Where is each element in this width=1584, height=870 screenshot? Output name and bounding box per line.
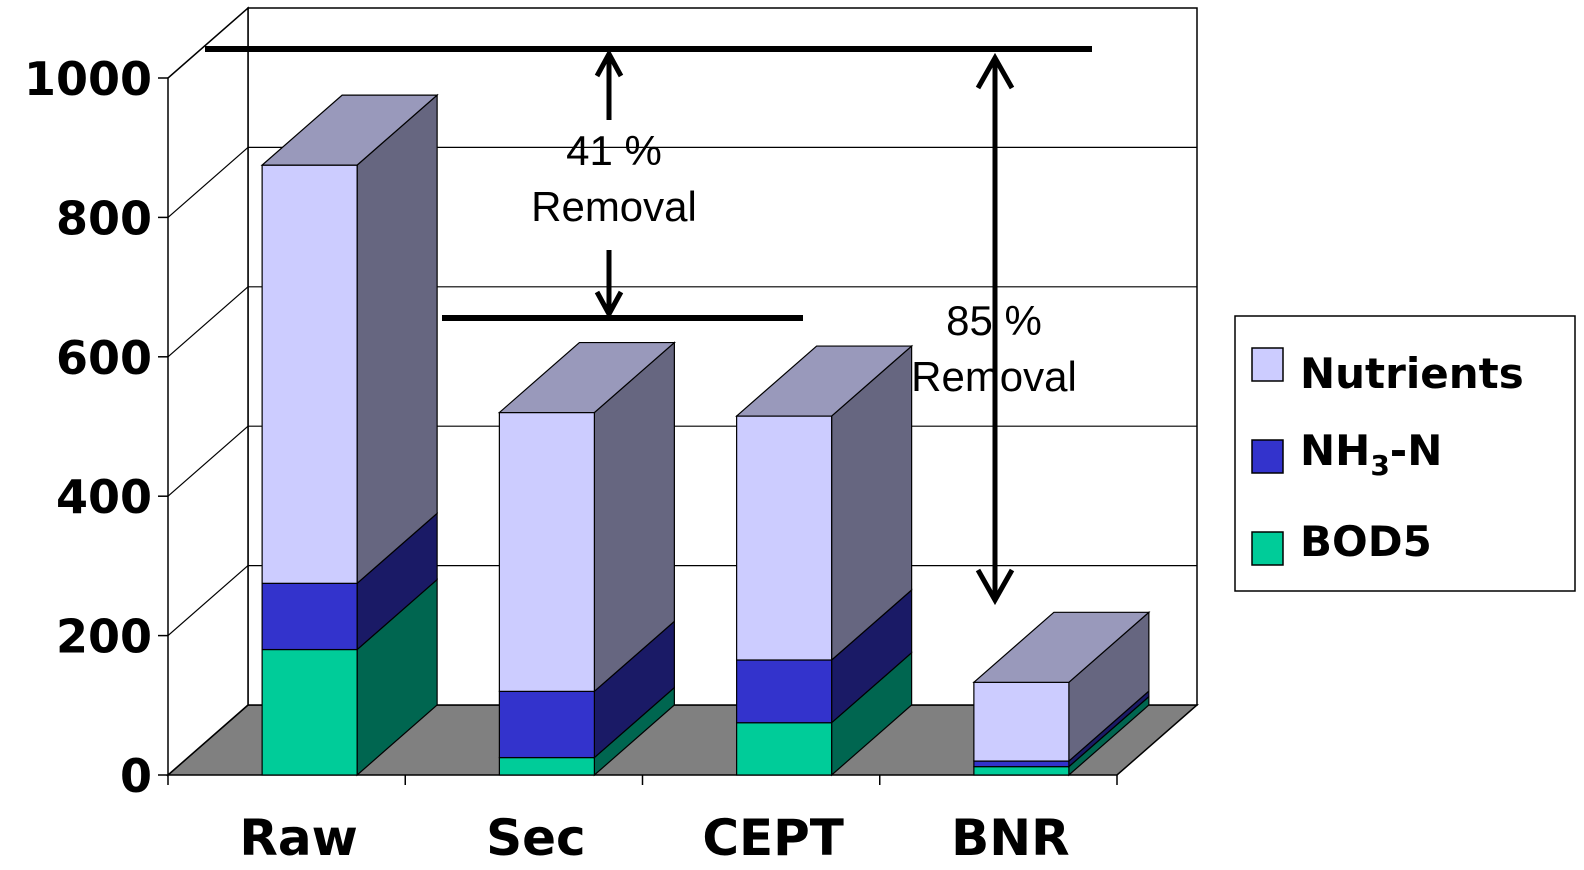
bars bbox=[260, 93, 1151, 777]
bar-sec-nh3-n bbox=[498, 690, 595, 759]
y-tick-label-800: 800 bbox=[56, 191, 152, 245]
legend-label-nutrients: Nutrients bbox=[1300, 349, 1524, 398]
y-tick-label-400: 400 bbox=[56, 470, 152, 524]
y-tick-label-1000: 1000 bbox=[24, 52, 152, 106]
plot-walls bbox=[166, 6, 1199, 777]
annotation-41-line2: Removal bbox=[531, 183, 697, 230]
bar-cept-nh3-n bbox=[736, 659, 833, 724]
legend-label-nh3n-base: NH bbox=[1300, 426, 1370, 475]
bar-group-cept bbox=[735, 344, 914, 777]
legend-label-nh3n: NH3-N bbox=[1300, 426, 1442, 482]
bar-group-bnr bbox=[972, 610, 1151, 777]
removal-annotations: 41 % Removal 85 % Removal bbox=[205, 46, 1092, 606]
arrow-41-lower-head bbox=[594, 290, 624, 320]
bar-group-sec bbox=[497, 341, 676, 777]
gridline-side-400 bbox=[167, 425, 249, 497]
bar-raw-nh3-n bbox=[261, 582, 358, 651]
bar-side-raw-nutrients bbox=[356, 93, 438, 585]
y-axis: 0 200 400 600 800 1000 bbox=[24, 52, 168, 803]
bar-bnr-nutrients bbox=[973, 681, 1070, 762]
x-tick-label-sec: Sec bbox=[486, 809, 586, 867]
legend-swatch-bod5 bbox=[1251, 531, 1284, 566]
annotation-41-line1: 41 % bbox=[566, 127, 662, 174]
gridline-side-800 bbox=[167, 146, 249, 218]
bar-top-sec bbox=[497, 341, 676, 414]
gridline-side-600 bbox=[167, 286, 249, 358]
x-axis: Raw Sec CEPT BNR bbox=[167, 775, 1118, 867]
bar-bnr-nh3-n bbox=[973, 760, 1070, 768]
bar-top-raw bbox=[260, 94, 439, 166]
bar-group-raw bbox=[260, 93, 439, 777]
y-tick-label-0: 0 bbox=[120, 749, 152, 803]
bar-sec-bod5 bbox=[498, 756, 595, 776]
annotation-85-line1: 85 % bbox=[946, 297, 1042, 344]
legend-box bbox=[1234, 315, 1576, 592]
x-tick-label-bnr: BNR bbox=[951, 809, 1069, 867]
bar-raw-bod5 bbox=[261, 648, 358, 776]
annotation-85-line2: Removal bbox=[911, 353, 1077, 400]
arrow-85-top-head bbox=[975, 52, 1015, 90]
x-tick-label-cept: CEPT bbox=[702, 809, 844, 867]
legend-swatch-nh3n bbox=[1251, 439, 1284, 474]
bar-sec-nutrients bbox=[498, 411, 595, 692]
arrow-85-bottom-head bbox=[975, 568, 1015, 606]
x-tick-label-raw: Raw bbox=[239, 809, 357, 867]
side-wall bbox=[167, 6, 249, 777]
legend: Nutrients NH3-N BOD5 bbox=[1234, 315, 1576, 592]
legend-label-nh3n-suffix: -N bbox=[1390, 426, 1443, 475]
bar-bnr-bod5 bbox=[973, 766, 1070, 776]
arrow-41-upper-head bbox=[594, 48, 624, 78]
bar-cept-bod5 bbox=[736, 722, 833, 776]
y-tick-label-200: 200 bbox=[56, 610, 152, 664]
legend-label-nh3n-sub: 3 bbox=[1370, 449, 1389, 482]
legend-label-bod5: BOD5 bbox=[1300, 517, 1432, 566]
bar-top-bnr bbox=[972, 611, 1151, 683]
gridline-side-200 bbox=[167, 565, 249, 637]
legend-swatch-nutrients bbox=[1251, 347, 1284, 382]
bar-raw-nutrients bbox=[261, 164, 358, 584]
y-tick-label-600: 600 bbox=[56, 331, 152, 385]
bar-cept-nutrients bbox=[736, 415, 833, 661]
bar-top-cept bbox=[735, 345, 914, 417]
